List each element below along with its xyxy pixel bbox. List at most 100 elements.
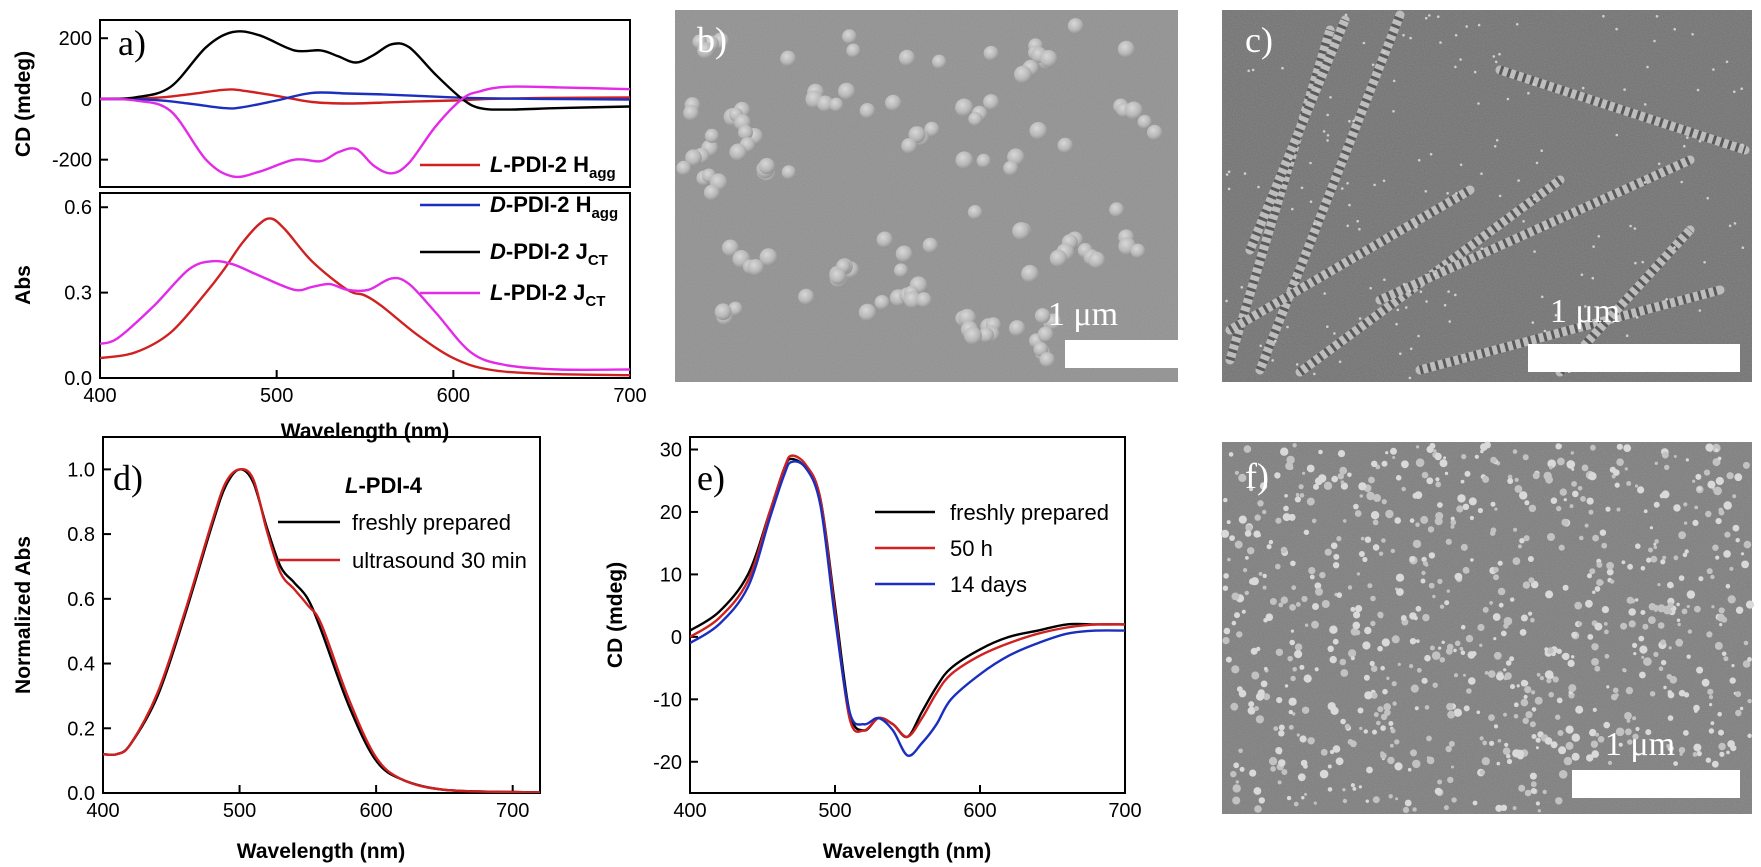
panel-c-speck xyxy=(1408,290,1412,293)
panel-c-speck xyxy=(1417,334,1420,338)
panel-c-speck xyxy=(1257,185,1260,189)
panel-c-speck xyxy=(1643,103,1647,106)
panel-f-particle xyxy=(1683,502,1688,507)
panel-a-xtick-label: 500 xyxy=(260,385,293,407)
panel-f-particle xyxy=(1401,460,1409,469)
panel-f-particle xyxy=(1280,447,1289,456)
panel-f-particle xyxy=(1632,716,1637,721)
panel-f-particle xyxy=(1489,601,1493,605)
panel-b-particle xyxy=(758,157,776,175)
panel-f-particle xyxy=(1264,666,1268,671)
panel-f-particle xyxy=(1678,531,1686,540)
panel-c-speck xyxy=(1592,245,1595,248)
panel-f-particle xyxy=(1381,499,1387,505)
panel-f-particle xyxy=(1742,660,1751,668)
panel-f-particle xyxy=(1717,456,1722,461)
panel-f-particle xyxy=(1683,692,1690,698)
panel-b-particle xyxy=(683,104,700,121)
panel-f-particle xyxy=(1545,590,1554,599)
panel-f-particle xyxy=(1284,494,1288,498)
panel-f-particle xyxy=(1460,479,1465,484)
panel-f-particle xyxy=(1694,605,1701,613)
panel-f-particle xyxy=(1466,688,1472,694)
panel-c-speck xyxy=(1459,163,1463,167)
panel-f-particle xyxy=(1451,797,1457,803)
panel-f-particle xyxy=(1616,443,1623,450)
panel-f-particle xyxy=(1648,603,1657,611)
panel-b-scale-bar xyxy=(1065,340,1195,368)
panel-f-particle xyxy=(1587,634,1594,640)
panel-f-scale-label: 1 μm xyxy=(1605,726,1675,763)
panel-f-particle xyxy=(1669,610,1673,614)
panel-f-particle xyxy=(1535,737,1541,743)
panel-c-speck xyxy=(1540,149,1543,152)
panel-c-speck xyxy=(1225,173,1229,176)
panel-c-speck xyxy=(1419,290,1423,294)
panel-f-particle xyxy=(1556,697,1563,704)
panel-c-speck xyxy=(1691,33,1694,36)
panel-f-particle xyxy=(1518,784,1526,792)
panel-e-ytick-label: -10 xyxy=(653,689,682,711)
panel-f-particle xyxy=(1488,714,1495,721)
panel-f-particle xyxy=(1513,527,1518,532)
panel-f-particle xyxy=(1446,589,1451,593)
panel-f-particle xyxy=(1668,646,1672,650)
panel-c-speck xyxy=(1358,227,1361,231)
panel-f-particle xyxy=(1220,529,1230,538)
panel-f-particle xyxy=(1723,656,1729,662)
panel-f-particle xyxy=(1705,510,1712,518)
panel-f-particle xyxy=(1555,714,1561,720)
panel-f-particle xyxy=(1735,691,1742,698)
panel-f-sem-image: f) 1 μm xyxy=(1220,441,1755,814)
panel-d-series xyxy=(103,468,540,793)
panel-c-speck xyxy=(1698,139,1702,143)
panel-f-particle xyxy=(1290,629,1294,633)
panel-f-particle xyxy=(1524,500,1530,506)
panel-f-particle xyxy=(1463,673,1466,677)
panel-f-particle xyxy=(1342,798,1348,804)
panel-f-particle xyxy=(1512,449,1518,454)
panel-f-particle xyxy=(1320,748,1328,756)
panel-e-ytick-label: 0 xyxy=(671,627,682,649)
panel-f-particle xyxy=(1288,709,1294,715)
panel-f-particle xyxy=(1319,769,1329,779)
panel-f-particle xyxy=(1539,676,1544,681)
panel-f-particle xyxy=(1330,542,1338,549)
panel-f-particle xyxy=(1718,607,1725,614)
panel-f-particle xyxy=(1350,606,1356,612)
panel-f-particle xyxy=(1555,797,1563,805)
panel-f-particle xyxy=(1340,480,1345,485)
panel-e-ytick-label: -20 xyxy=(653,752,682,774)
panel-f-particle xyxy=(1727,595,1736,604)
panel-b-particle xyxy=(1137,114,1152,130)
panel-f-particle xyxy=(1632,642,1638,649)
panel-f-particle xyxy=(1348,649,1357,658)
panel-f-particle xyxy=(1558,544,1565,551)
panel-a-legend: L-PDI-2 Hagg D-PDI-2 Hagg D-PDI-2 JCT L-… xyxy=(420,152,618,310)
panel-a-xtick-label: 700 xyxy=(613,385,646,407)
panel-c-speck xyxy=(1522,220,1525,223)
panel-f-particle xyxy=(1415,458,1425,468)
panel-f-particle xyxy=(1514,485,1523,493)
panel-f-particle xyxy=(1713,486,1722,496)
panel-f-particle xyxy=(1332,745,1341,753)
panel-b-particle xyxy=(1057,137,1073,154)
panel-f-particle xyxy=(1570,451,1575,455)
panel-f-label: f) xyxy=(1245,456,1269,496)
panel-f-particle xyxy=(1428,582,1435,589)
panel-f-particle xyxy=(1296,733,1300,737)
panel-c-speck xyxy=(1447,290,1450,293)
panel-f-particle xyxy=(1454,572,1463,581)
panel-f-particle xyxy=(1282,513,1291,522)
panel-f-particle xyxy=(1291,585,1297,591)
panel-f-particle xyxy=(1456,505,1464,513)
panel-f-particle xyxy=(1416,445,1420,449)
panel-b-particle xyxy=(983,45,999,61)
panel-b-particle xyxy=(916,292,932,308)
panel-e-frame xyxy=(689,436,1126,794)
panel-f-particle xyxy=(1594,665,1601,672)
panel-c-speck xyxy=(1415,225,1418,229)
panel-b-particle xyxy=(1003,160,1019,176)
panel-f-particle xyxy=(1661,490,1670,499)
